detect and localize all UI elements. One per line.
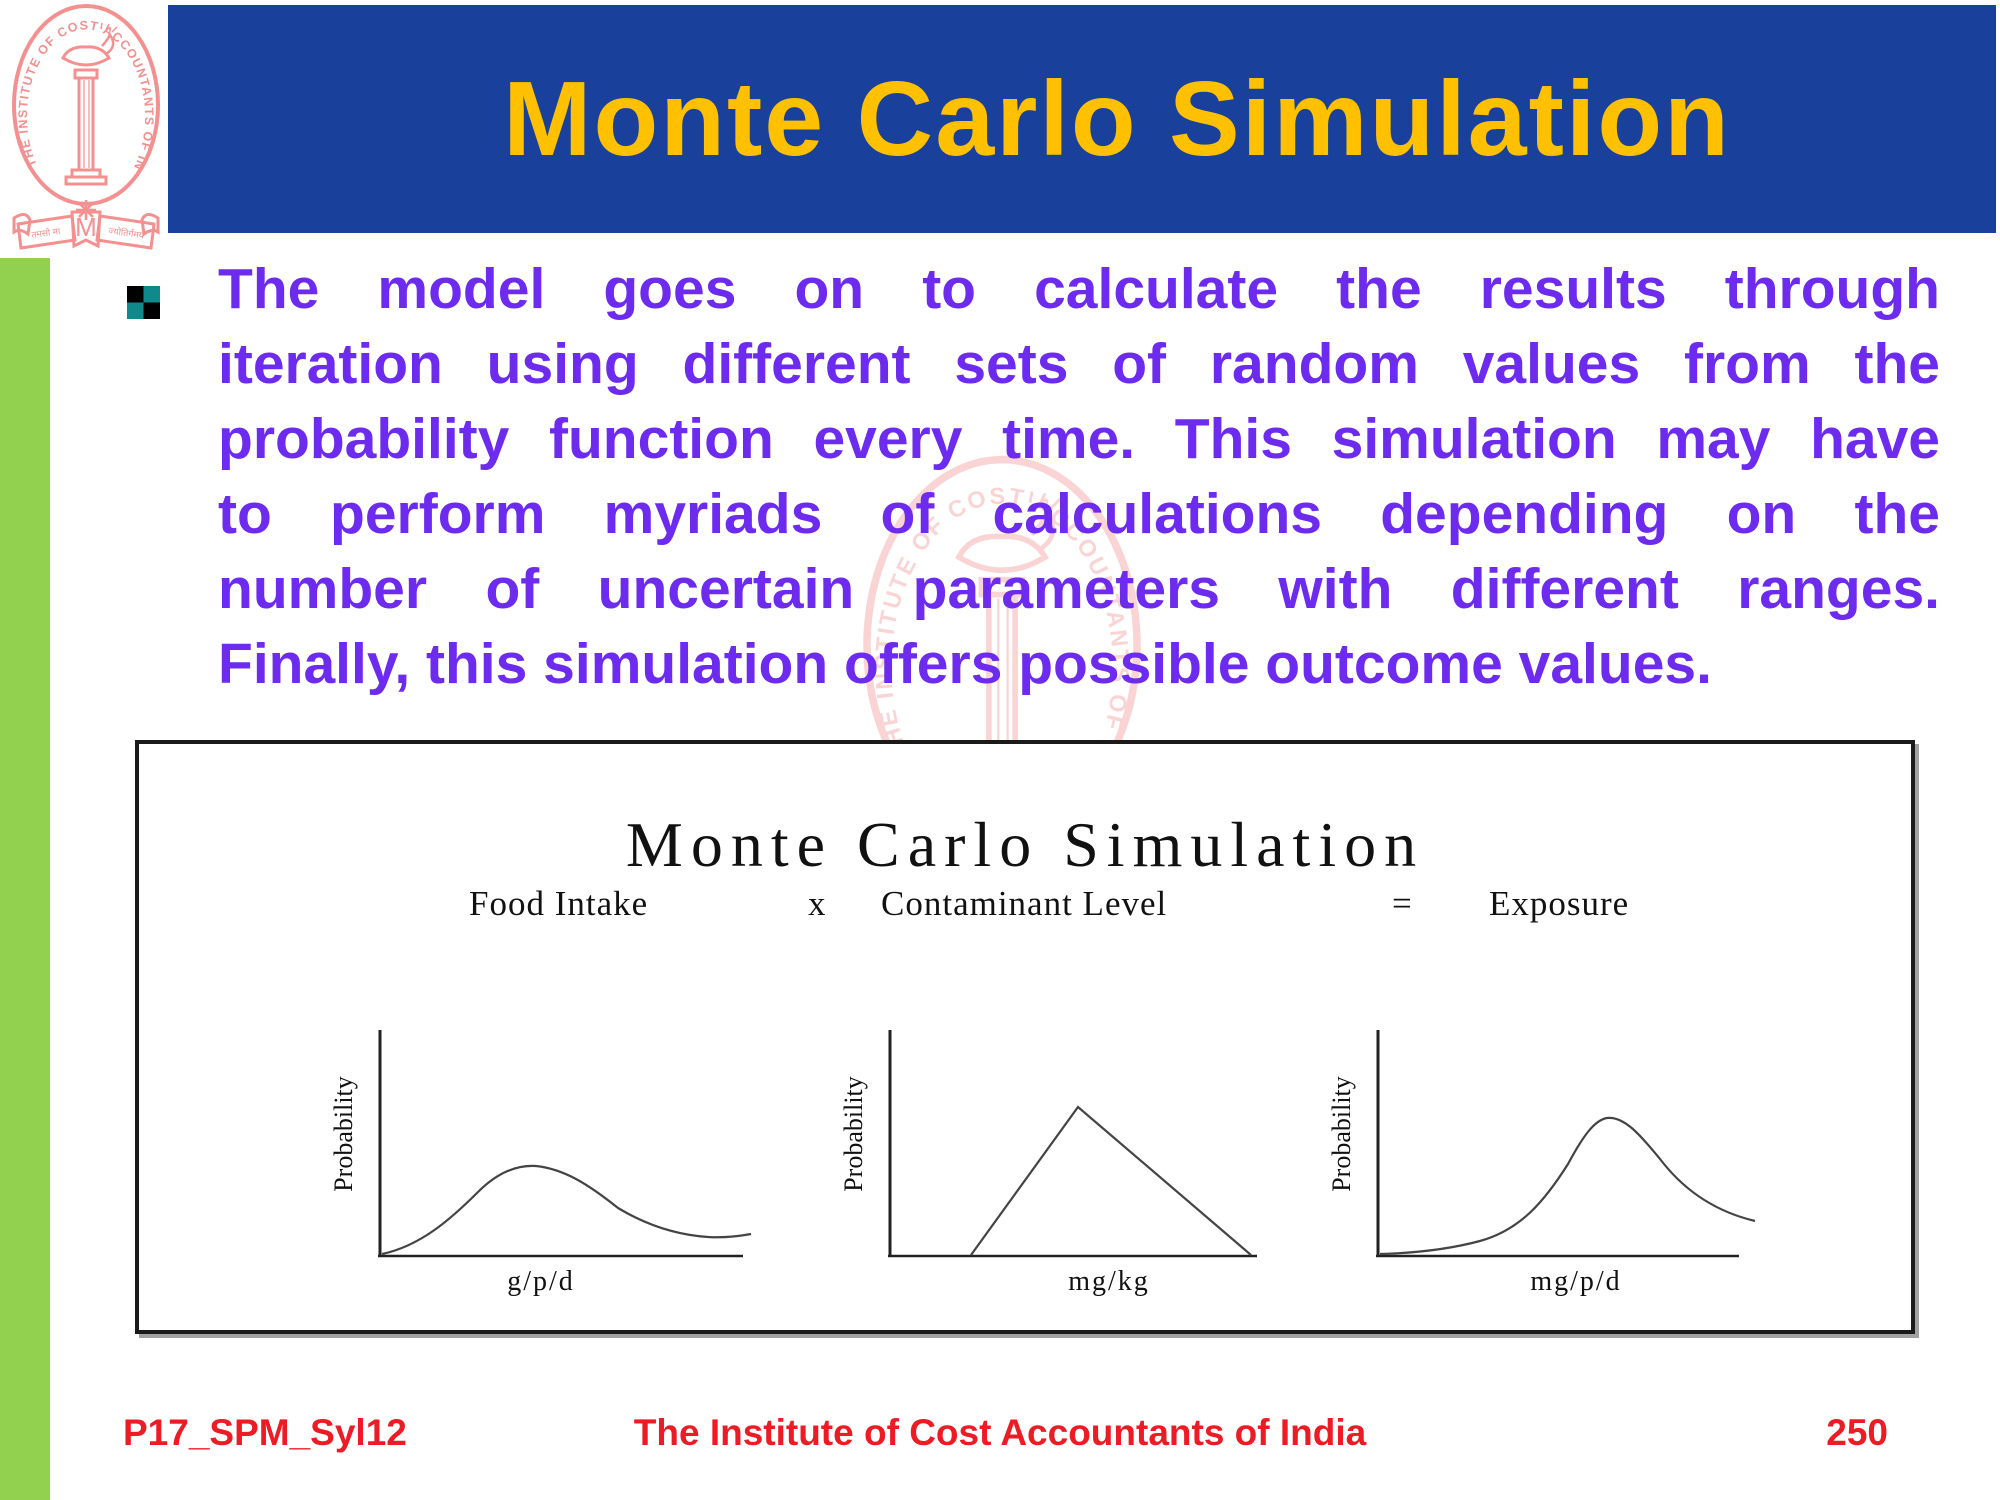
body-line: Finally, this simulation offers possible… [218, 632, 1712, 696]
distribution-curve [970, 1105, 1252, 1256]
monte-carlo-figure: Monte Carlo Simulation Food Intake x Con… [135, 740, 1915, 1334]
body-line: to perform myriads of calculations depen… [218, 482, 1940, 546]
x-axis-label: g/p/d [507, 1266, 575, 1297]
body-line: The model goes on to calculate the resul… [218, 257, 1940, 321]
distribution-curve [381, 1164, 752, 1256]
footer-course-code: P17_SPM_Syl12 [123, 1412, 407, 1453]
slide-title: Monte Carlo Simulation [503, 60, 1731, 178]
chart-food-intake: Probability g/p/d [329, 1030, 752, 1297]
equation-term-exposure: Exposure [1489, 884, 1630, 923]
y-axis-label: Probability [1327, 1076, 1356, 1192]
chart-contaminant-level: Probability mg/kg [839, 1030, 1257, 1297]
body-line: iteration using different sets of random… [218, 332, 1940, 396]
equation-operator-equals: = [1392, 884, 1413, 923]
checker-bullet-icon [127, 286, 160, 319]
chart-exposure: Probability mg/p/d [1327, 1030, 1756, 1297]
equation-operator-multiply: x [808, 884, 827, 923]
distribution-curve [1379, 1116, 1756, 1256]
x-axis-label: mg/p/d [1530, 1266, 1621, 1297]
figure-equation: Food Intake x Contaminant Level = Exposu… [139, 884, 1911, 934]
footer-institute-name: The Institute of Cost Accountants of Ind… [633, 1412, 1367, 1453]
x-axis-label: mg/kg [1068, 1266, 1150, 1297]
header-band: Monte Carlo Simulation [168, 5, 1996, 233]
equation-term-food-intake: Food Intake [469, 884, 649, 923]
y-axis-label: Probability [839, 1076, 868, 1192]
equation-term-contaminant-level: Contaminant Level [881, 884, 1168, 923]
figure-title: Monte Carlo Simulation [625, 809, 1425, 880]
footer-page-number: 250 [1826, 1412, 1888, 1453]
y-axis-label: Probability [329, 1076, 358, 1192]
institute-logo [6, 2, 166, 252]
body-line: number of uncertain parameters with diff… [218, 557, 1940, 621]
body-line: probability function every time. This si… [218, 407, 1940, 471]
green-stripe [0, 258, 50, 1500]
body-paragraph: The model goes on to calculate the resul… [218, 252, 1940, 702]
